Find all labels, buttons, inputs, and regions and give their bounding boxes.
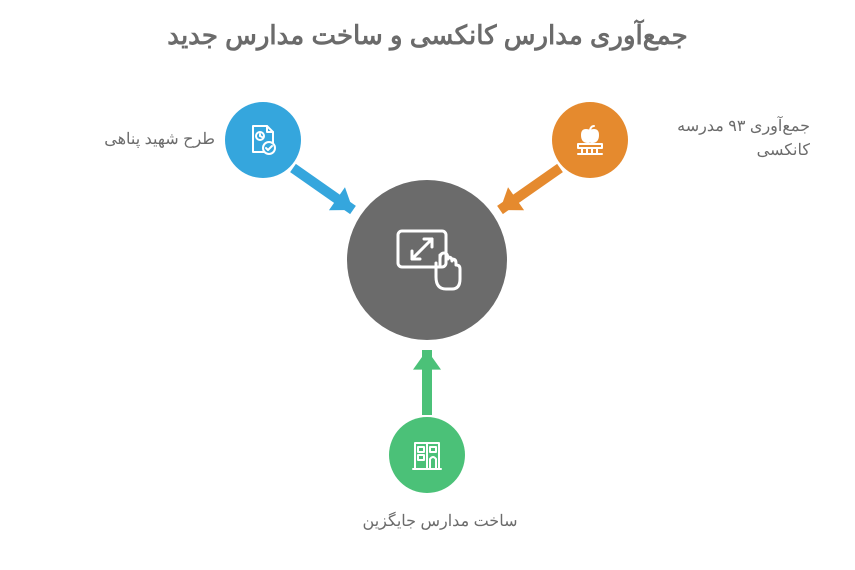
touchscreen-icon: [382, 215, 472, 305]
diagram-title: جمع‌آوری مدارس کانکسی و ساخت مدارس جدید: [0, 20, 855, 51]
node-plan-label: طرح شهید پناهی: [55, 128, 215, 152]
node-collect-schools-label: جمع‌آوری ۹۳ مدرسه کانکسی: [640, 115, 810, 163]
center-node: [347, 180, 507, 340]
apple-books-icon: [568, 118, 612, 162]
node-build-schools-label: ساخت مدارس جایگزین: [340, 510, 540, 534]
node-plan: [225, 102, 301, 178]
node-build-schools: [389, 417, 465, 493]
document-clock-check-icon: [241, 118, 285, 162]
node-collect-schools: [552, 102, 628, 178]
building-icon: [405, 433, 449, 477]
